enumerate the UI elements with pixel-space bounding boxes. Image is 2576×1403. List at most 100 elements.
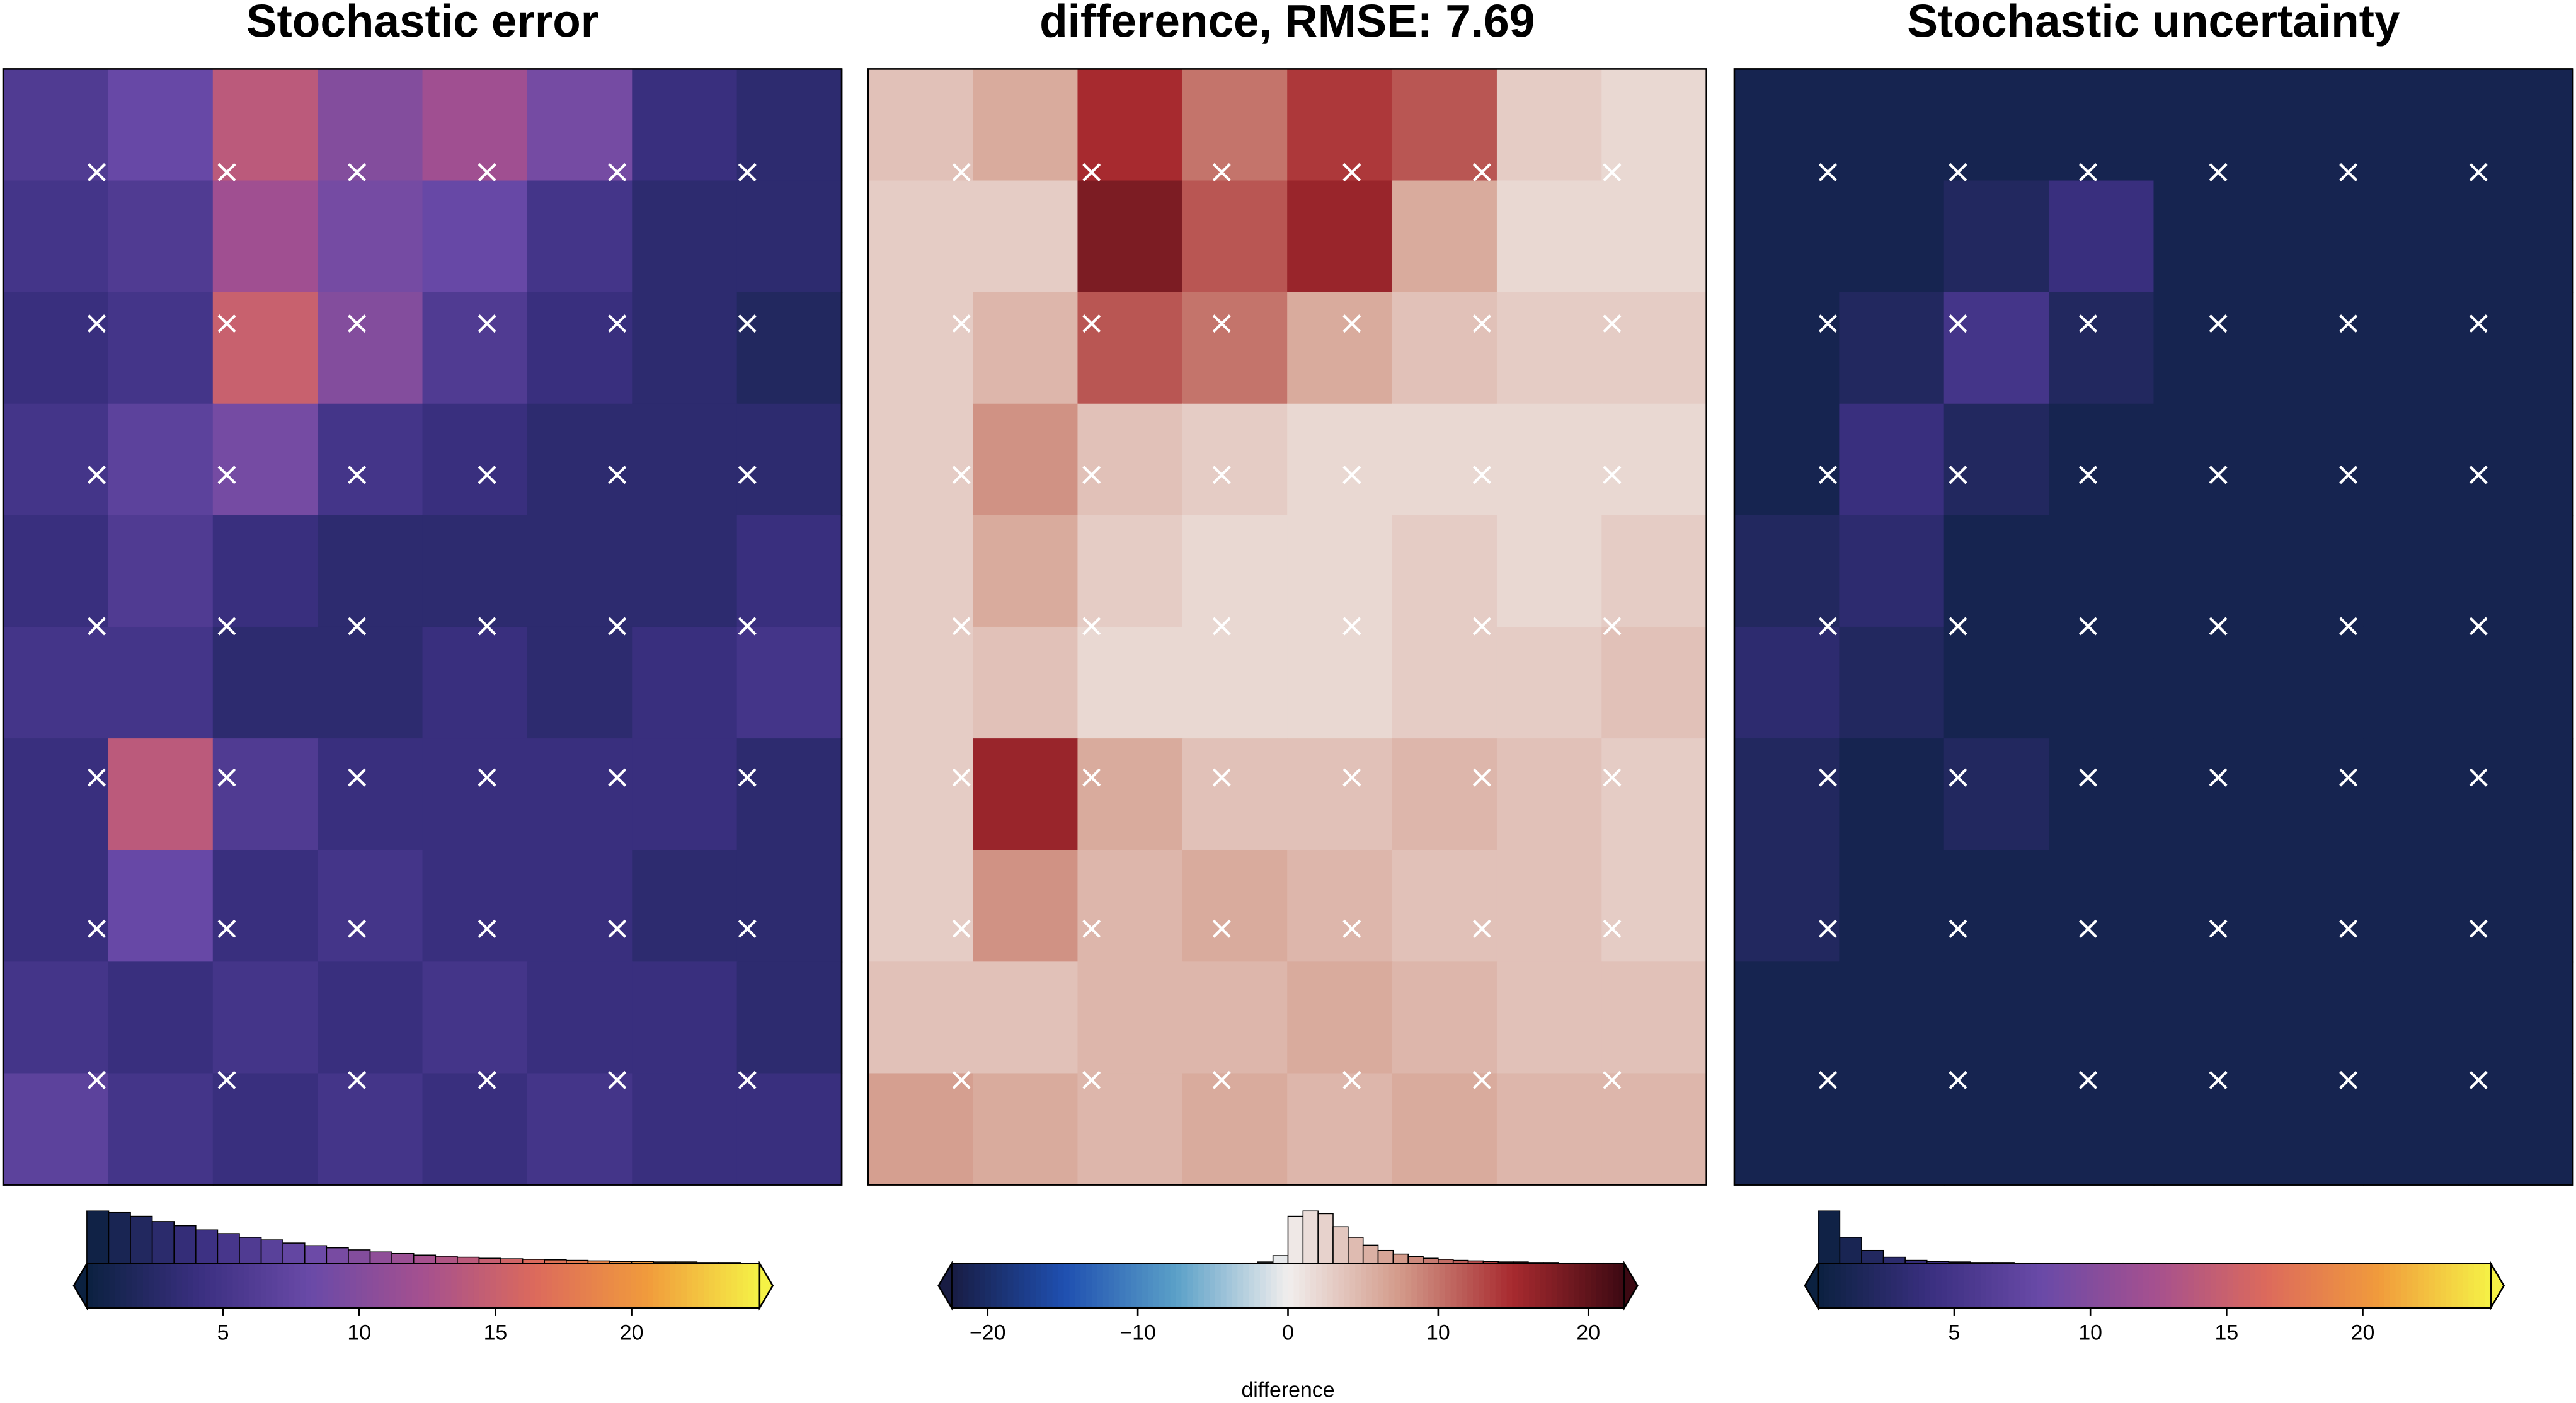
heatmap-cell — [1734, 292, 1840, 405]
heatmap-cell — [973, 515, 1079, 628]
cross-marker — [2209, 314, 2228, 333]
colorbar-segment — [2440, 1263, 2447, 1308]
colorbar-segment — [1501, 1263, 1508, 1308]
colorbar-segment — [1041, 1263, 1048, 1308]
heatmap-cell — [1839, 961, 1945, 1074]
colorbar-segment — [1829, 1263, 1836, 1308]
colorbar-segment — [1473, 1263, 1480, 1308]
colorbar-segment — [968, 1263, 975, 1308]
colorbar-segment — [1170, 1263, 1177, 1308]
histogram-bar — [2144, 1262, 2168, 1264]
heatmap-cell — [1392, 292, 1498, 405]
cross-marker — [478, 314, 496, 333]
colorbar-segment — [2087, 1263, 2094, 1308]
map-frame — [867, 68, 1707, 1186]
colorbar-segment — [2300, 1263, 2307, 1308]
heatmap-cell — [422, 738, 529, 851]
colorbar-segment — [2171, 1263, 2178, 1308]
colorbar-segment — [1489, 1263, 1497, 1308]
colorbar-segment — [193, 1263, 200, 1308]
colorbar-segment — [720, 1263, 727, 1308]
histogram-bar — [653, 1261, 676, 1264]
colorbar-segment — [2104, 1263, 2110, 1308]
colorbar-segment — [2194, 1263, 2201, 1308]
heatmap-cell — [1943, 1073, 2050, 1186]
histogram-bar — [348, 1249, 371, 1264]
colorbar-segment — [1332, 1263, 1339, 1308]
heatmap-cell — [108, 180, 214, 293]
heatmap-cell — [1287, 515, 1393, 628]
colorbar-tick-label: 10 — [1426, 1321, 1450, 1345]
heatmap-cell — [2049, 403, 2155, 517]
heatmap-cell — [2153, 292, 2260, 405]
cross-marker — [1949, 768, 1967, 787]
colorbar-segment — [1557, 1263, 1564, 1308]
cross-marker — [2079, 919, 2098, 938]
panel-title: difference, RMSE: 7.69 — [1039, 0, 1535, 47]
cross-marker — [738, 1070, 757, 1089]
heatmap-cell — [1182, 850, 1288, 963]
cross-marker — [1818, 617, 1837, 636]
heatmap-cell — [2153, 403, 2260, 517]
histogram-bar — [282, 1242, 306, 1264]
colorbar-segment — [1540, 1263, 1547, 1308]
colorbar-segment — [518, 1263, 525, 1308]
colorbar-segment — [1840, 1263, 1847, 1308]
colorbar-segment — [496, 1263, 503, 1308]
cross-marker — [1342, 163, 1361, 181]
colorbar-segment — [2457, 1263, 2464, 1308]
colorbar-segment — [951, 1263, 958, 1308]
heatmap-cell — [2363, 626, 2469, 740]
heatmap-cell — [1734, 961, 1840, 1074]
colorbar-segment — [569, 1263, 576, 1308]
colorbar-tick-label: −20 — [970, 1321, 1005, 1345]
colorbar-segment — [2227, 1263, 2234, 1308]
heatmap-cell — [1496, 403, 1603, 517]
cross-marker — [1472, 466, 1491, 484]
heatmap-cell — [736, 1073, 843, 1186]
cross-marker — [1818, 163, 1837, 181]
histogram-bar — [544, 1259, 567, 1264]
heatmap-cell — [1734, 1073, 1840, 1186]
colorbar-segment — [2244, 1263, 2251, 1308]
colorbar-segment — [1119, 1263, 1126, 1308]
heatmap-cell — [2363, 1073, 2469, 1186]
cross-marker — [1212, 617, 1231, 636]
heatmap-cell — [2363, 292, 2469, 405]
cross-marker — [2469, 768, 2488, 787]
colorbar-segment — [1433, 1263, 1441, 1308]
colorbar-segment — [328, 1263, 335, 1308]
cross-marker — [608, 1070, 627, 1089]
heatmap-cell — [3, 961, 109, 1074]
colorbar-segment — [647, 1263, 655, 1308]
histogram-bar — [1603, 1262, 1619, 1264]
colorbar-segment — [148, 1263, 155, 1308]
colorbar-segment — [417, 1263, 425, 1308]
heatmap-cell — [2258, 403, 2364, 517]
heatmap-cell — [108, 626, 214, 740]
heatmap-cell — [736, 961, 843, 1074]
colorbar-segment — [737, 1263, 744, 1308]
colorbar-tick-label: 10 — [2078, 1321, 2102, 1345]
heatmap-cell — [1392, 850, 1498, 963]
heatmap-cell — [1839, 515, 1945, 628]
colorbar-segment — [2047, 1263, 2054, 1308]
heatmap-cell — [3, 180, 109, 293]
heatmap-cell — [1392, 738, 1498, 851]
colorbar-segment — [300, 1263, 307, 1308]
cross-marker — [2339, 919, 2358, 938]
heatmap-cell — [1734, 738, 1840, 851]
colorbar-segment — [272, 1263, 278, 1308]
colorbar-segment — [1529, 1263, 1536, 1308]
colorbar-segment — [1952, 1263, 1959, 1308]
heatmap-cell — [2258, 180, 2364, 293]
heatmap-cell — [2049, 180, 2155, 293]
colorbar-segment — [996, 1263, 1003, 1308]
heatmap-cell — [1182, 738, 1288, 851]
colorbar-tick-label: 15 — [484, 1321, 508, 1345]
cross-marker — [1082, 617, 1101, 636]
histogram-bar — [1467, 1260, 1484, 1264]
colorbar-segment — [1215, 1263, 1222, 1308]
cross-marker — [2339, 1070, 2358, 1089]
